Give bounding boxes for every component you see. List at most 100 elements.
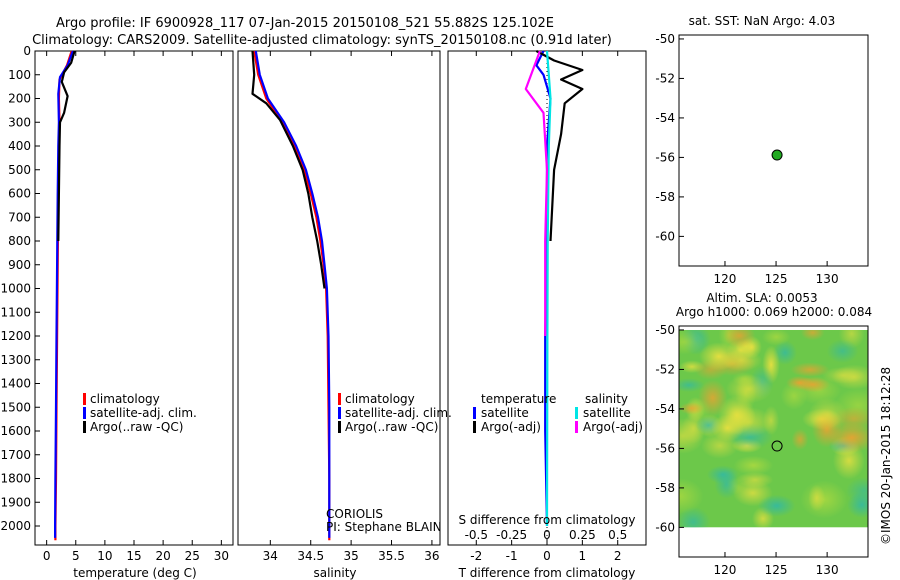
x-top-tick-label: 0.5: [608, 528, 627, 542]
salinity-difference-label: S difference from climatology: [459, 513, 636, 527]
depth-axis-ticks: 0 100 200 300 400 500 600 700 800 900 1000 1100 1200…: [0, 44, 40, 533]
legend-swatch-argo: [83, 421, 86, 433]
legend-swatch-temp-argo: [473, 421, 476, 433]
salinity-x-label: salinity: [313, 566, 356, 580]
depth-tick-label: 1100: [0, 305, 31, 319]
depth-tick-label: 1300: [0, 353, 31, 367]
depth-tick-label: 300: [8, 115, 31, 129]
depth-tick-label: 1600: [0, 424, 31, 438]
sla-heatmap-cell: [800, 329, 825, 341]
depth-tick-label: 1000: [0, 282, 31, 296]
map-y-tick-label: -60: [655, 229, 675, 243]
salinity-plot-frame: [237, 50, 441, 546]
map-y-tick-label: -52: [655, 71, 675, 85]
depth-tick-label: 1700: [0, 448, 31, 462]
sla-heatmap-cell: [845, 477, 868, 505]
x-tick-label: 30: [214, 549, 229, 563]
map-y-tick-label: -58: [655, 190, 675, 204]
depth-tick-label: 1400: [0, 377, 31, 391]
map-y-tick-label: -50: [655, 32, 675, 46]
legend-swatch-climatology: [83, 393, 86, 405]
legend-swatch-climatology: [338, 393, 341, 405]
depth-tick-label: 800: [8, 234, 31, 248]
legend-label-climatology: climatology: [90, 392, 160, 406]
series-line: [251, 50, 326, 289]
depth-tick-label: 100: [8, 68, 31, 82]
x-tick-label: 20: [155, 549, 170, 563]
series-line: [253, 50, 331, 541]
sla-heatmap-cell: [791, 428, 809, 450]
legend-swatch-argo: [338, 421, 341, 433]
legend-label-temp-satellite: satellite: [481, 406, 529, 420]
data-centre-label: CORIOLIS: [326, 507, 383, 521]
map-y-tick-label: -52: [655, 362, 675, 376]
series-line: [57, 50, 76, 242]
salinity-ticks: 34 34.5 35 35.5 36: [263, 51, 440, 563]
sla-heatmap-cell: [808, 484, 826, 512]
map-x-tick-label: 125: [765, 563, 788, 577]
sla-heatmap-cell: [714, 469, 739, 499]
sla-heatmap-cell: [757, 494, 796, 517]
map-y-tick-label: -60: [655, 520, 675, 534]
sla-map-frame: [678, 325, 869, 558]
depth-tick-label: 700: [8, 210, 31, 224]
legend-label-satellite-adj: satellite-adj. clim.: [90, 406, 197, 420]
sla-heatmap-cell: [679, 478, 704, 514]
map-x-tick-label: 130: [816, 563, 839, 577]
legend-header-salinity: salinity: [585, 392, 628, 406]
x-top-tick-label: -0.5: [465, 528, 488, 542]
temperature-difference-label: T difference from climatology: [458, 566, 636, 580]
x-tick-label: 5: [72, 549, 80, 563]
difference-ticks: -2 -1 0 1 2 -0.5 -0.25 0 0.25 0.5: [465, 51, 627, 563]
x-top-tick-label: 0.25: [569, 528, 596, 542]
x-tick-label: 0: [543, 549, 551, 563]
legend-swatch-temp-satellite: [473, 407, 476, 419]
sla-heatmap: [679, 329, 868, 528]
difference-panel: -2 -1 0 1 2 -0.5 -0.25 0 0.25 0.5 S difference fr…: [447, 50, 647, 580]
difference-legend: temperature salinity satellite Argo(-adj…: [473, 392, 643, 434]
pi-label: PI: Stephane BLAIN: [326, 520, 442, 534]
depth-tick-label: 1900: [0, 495, 31, 509]
depth-tick-label: 0: [23, 44, 31, 58]
temperature-series: [53, 50, 76, 541]
map-x-tick-label: 120: [714, 272, 737, 286]
sla-heatmap-cell: [763, 405, 780, 436]
difference-series: [524, 50, 584, 527]
sla-heatmap-cell: [790, 362, 830, 378]
sla-heatmap-cell: [679, 402, 705, 415]
x-tick-label: 34.5: [297, 549, 324, 563]
series-line: [535, 50, 552, 527]
x-tick-label: -1: [506, 549, 518, 563]
legend-label-sal-argo: Argo(-adj): [583, 420, 643, 434]
x-tick-label: 0: [43, 549, 51, 563]
map-y-tick-label: -56: [655, 441, 675, 455]
map-y-tick-label: -50: [655, 323, 675, 337]
sla-map-subtitle: Argo h1000: 0.069 h2000: 0.084: [676, 305, 872, 319]
salinity-series: [251, 50, 331, 541]
depth-tick-label: 900: [8, 258, 31, 272]
figure-subtitle: Climatology: CARS2009. Satellite-adjuste…: [32, 33, 612, 48]
map-y-tick-label: -56: [655, 150, 675, 164]
temperature-x-label: temperature (deg C): [73, 566, 196, 580]
temperature-x-ticks: 0 5 10 15 20 25 30: [43, 51, 229, 563]
map-x-tick-label: 125: [765, 272, 788, 286]
temperature-panel: 0100200300400500600700800900100011001200…: [0, 44, 234, 580]
series-line: [254, 50, 331, 538]
legend-label-climatology: climatology: [345, 392, 415, 406]
sla-map-panel: Altim. SLA: 0.0053 Argo h1000: 0.069 h20…: [655, 291, 872, 577]
map-y-tick-label: -58: [655, 481, 675, 495]
argo-location-marker: [771, 149, 783, 161]
depth-tick-label: 600: [8, 187, 31, 201]
depth-tick-label: 1800: [0, 472, 31, 486]
sst-map-panel: sat. SST: NaN Argo: 4.03 120 125 130 -50 -52…: [655, 14, 869, 286]
depth-tick-label: 200: [8, 92, 31, 106]
sst-map-ticks: 120 125 130 -50 -52 -54 -56 -58 -60: [655, 32, 838, 286]
sla-heatmap-cell: [733, 455, 774, 476]
map-x-tick-label: 120: [714, 563, 737, 577]
legend-swatch-sal-satellite: [575, 407, 578, 419]
legend-swatch-sal-argo: [575, 421, 578, 433]
sla-heatmap-cell: [725, 374, 773, 404]
x-tick-label: 25: [185, 549, 200, 563]
legend-header-temperature: temperature: [481, 392, 556, 406]
